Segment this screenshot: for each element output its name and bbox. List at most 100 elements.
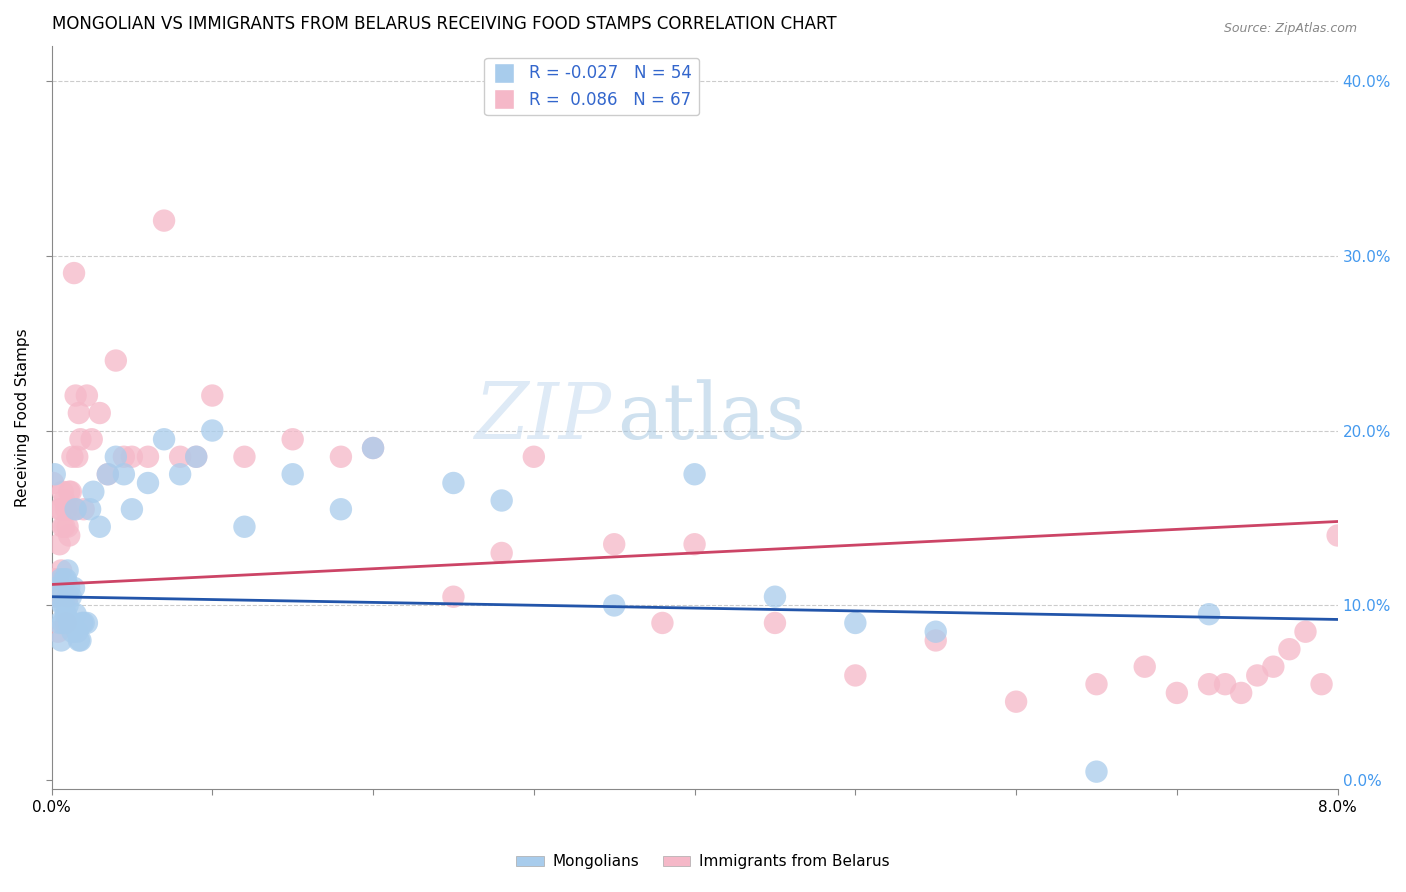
Point <box>51 633 73 648</box>
Point <box>51 572 73 586</box>
Point <box>48 537 70 551</box>
Point <box>186 450 208 464</box>
Point <box>66 450 89 464</box>
Point <box>79 502 101 516</box>
Point <box>59 590 82 604</box>
Point <box>73 502 96 516</box>
Point <box>70 615 93 630</box>
Point <box>53 493 76 508</box>
Point <box>44 467 66 482</box>
Point <box>201 388 224 402</box>
Point <box>1263 659 1285 673</box>
Point <box>1310 677 1333 691</box>
Point <box>603 537 626 551</box>
Legend: Mongolians, Immigrants from Belarus: Mongolians, Immigrants from Belarus <box>510 848 896 875</box>
Point <box>55 607 77 622</box>
Point <box>104 353 127 368</box>
Point <box>1085 764 1108 779</box>
Point <box>56 599 79 613</box>
Point <box>58 484 80 499</box>
Point <box>69 432 91 446</box>
Point <box>82 484 104 499</box>
Point <box>55 615 77 630</box>
Point <box>51 502 73 516</box>
Point <box>121 502 143 516</box>
Point <box>443 590 465 604</box>
Point <box>169 450 191 464</box>
Text: ZIP: ZIP <box>474 379 612 456</box>
Point <box>45 590 67 604</box>
Point <box>62 615 84 630</box>
Point <box>683 467 706 482</box>
Point <box>58 528 80 542</box>
Point <box>63 581 86 595</box>
Point <box>56 520 79 534</box>
Point <box>233 450 256 464</box>
Point <box>51 564 73 578</box>
Point <box>53 572 76 586</box>
Point <box>281 467 304 482</box>
Point <box>523 450 546 464</box>
Point <box>48 502 70 516</box>
Point <box>844 615 866 630</box>
Point <box>65 502 87 516</box>
Point <box>1278 642 1301 657</box>
Point <box>603 599 626 613</box>
Point <box>59 484 82 499</box>
Point <box>67 406 90 420</box>
Point <box>65 607 87 622</box>
Point <box>80 432 103 446</box>
Point <box>361 441 384 455</box>
Point <box>89 520 111 534</box>
Point <box>48 615 70 630</box>
Text: Source: ZipAtlas.com: Source: ZipAtlas.com <box>1223 22 1357 36</box>
Point <box>46 572 69 586</box>
Point <box>186 450 208 464</box>
Text: atlas: atlas <box>617 379 806 455</box>
Point <box>62 624 84 639</box>
Point <box>136 450 159 464</box>
Point <box>1166 686 1188 700</box>
Text: MONGOLIAN VS IMMIGRANTS FROM BELARUS RECEIVING FOOD STAMPS CORRELATION CHART: MONGOLIAN VS IMMIGRANTS FROM BELARUS REC… <box>52 15 837 33</box>
Point <box>153 213 176 227</box>
Point <box>1213 677 1236 691</box>
Point <box>281 432 304 446</box>
Point <box>329 450 352 464</box>
Point <box>65 388 87 402</box>
Point <box>56 564 79 578</box>
Point <box>112 450 135 464</box>
Point <box>76 615 98 630</box>
Point <box>52 599 75 613</box>
Point <box>844 668 866 682</box>
Point <box>63 266 86 280</box>
Point <box>491 546 513 560</box>
Point <box>925 624 948 639</box>
Point <box>52 615 75 630</box>
Point <box>65 502 87 516</box>
Point <box>1295 624 1317 639</box>
Point <box>55 502 77 516</box>
Point <box>1085 677 1108 691</box>
Point <box>112 467 135 482</box>
Point <box>361 441 384 455</box>
Point <box>97 467 120 482</box>
Point <box>651 615 673 630</box>
Point <box>329 502 352 516</box>
Point <box>1246 668 1268 682</box>
Point <box>69 633 91 648</box>
Point <box>683 537 706 551</box>
Point <box>443 475 465 490</box>
Point <box>76 388 98 402</box>
Point <box>201 424 224 438</box>
Point <box>59 502 82 516</box>
Point <box>1326 528 1348 542</box>
Point <box>56 590 79 604</box>
Point <box>97 467 120 482</box>
Point <box>42 475 65 490</box>
Point <box>58 615 80 630</box>
Point <box>52 520 75 534</box>
Point <box>136 475 159 490</box>
Point <box>59 615 82 630</box>
Point <box>1133 659 1156 673</box>
Point <box>66 624 89 639</box>
